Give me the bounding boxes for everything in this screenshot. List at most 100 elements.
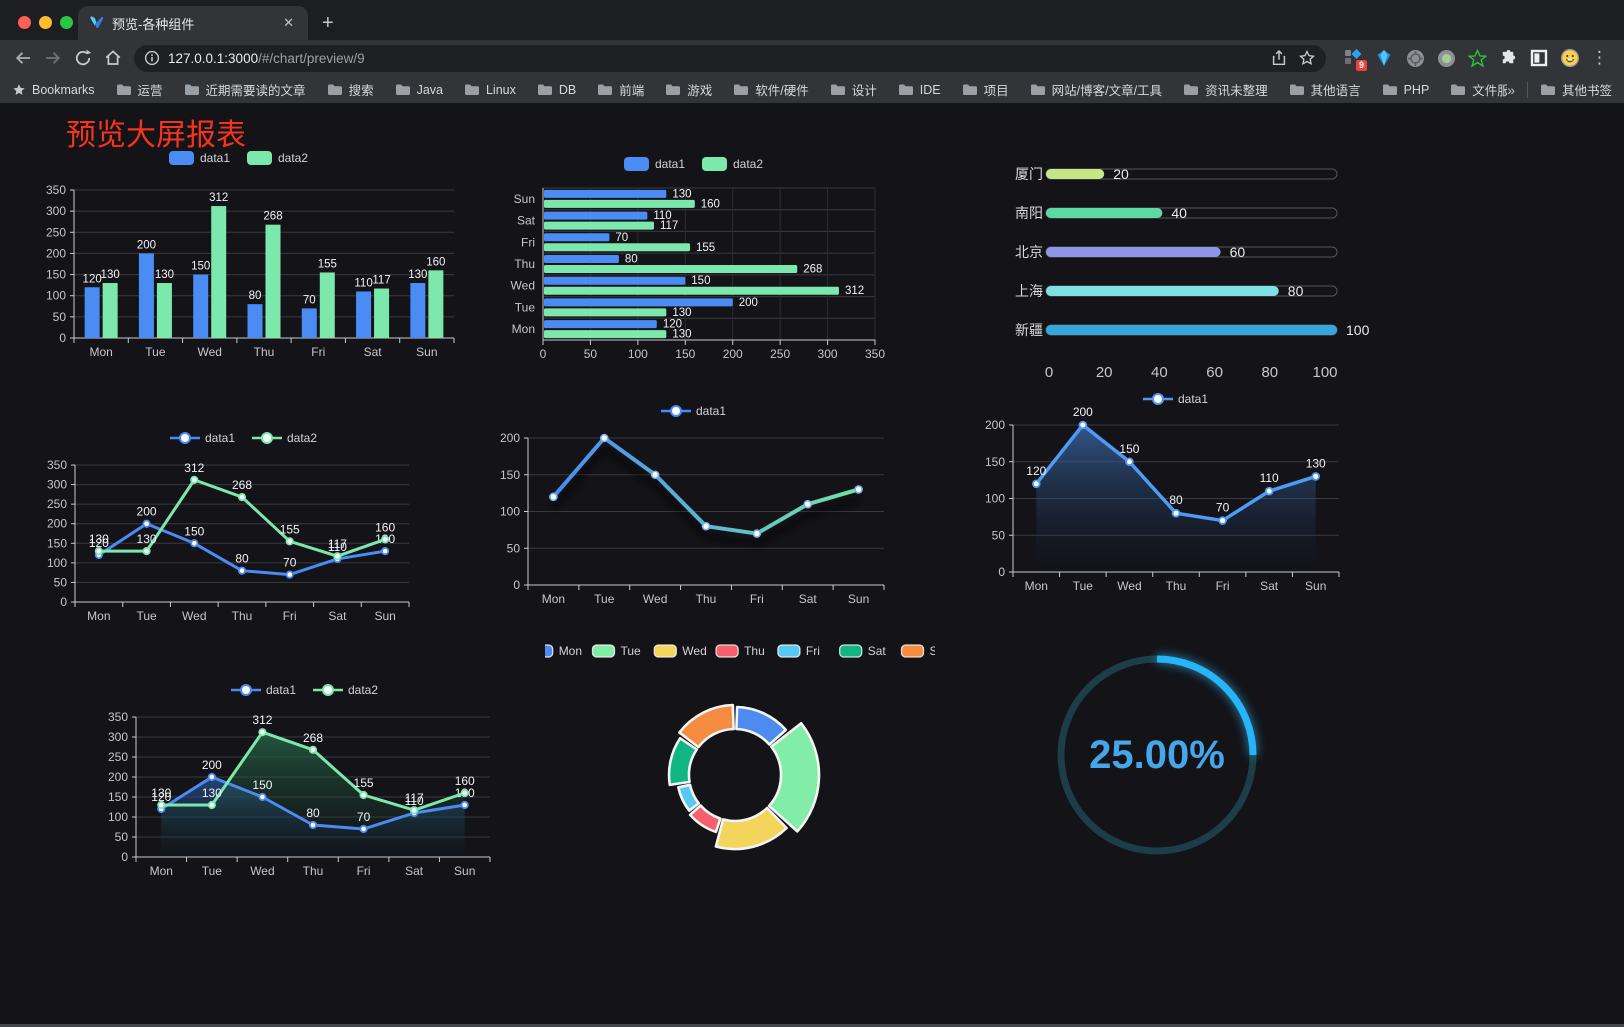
bookmark-folder-item[interactable]: 运营	[116, 80, 163, 99]
svg-text:data1: data1	[655, 157, 685, 171]
svg-text:150: 150	[691, 275, 710, 287]
back-button[interactable]	[8, 44, 38, 72]
svg-text:160: 160	[426, 256, 445, 268]
svg-text:130: 130	[672, 188, 691, 200]
chart-canvas: 厦门 20 南阳 40 北京 60 上海 80 新疆 100 0 20 40 60 80 100	[1015, 166, 1370, 381]
svg-text:150: 150	[252, 778, 272, 792]
svg-text:Tue: Tue	[515, 300, 536, 314]
svg-text:200: 200	[202, 758, 222, 772]
svg-text:312: 312	[209, 192, 228, 204]
chart-horizontal-bar[interactable]: 0 50 100 150 200 250 300 350 Sun 130 160 Sat 110 117 F…	[503, 150, 887, 370]
svg-text:150: 150	[191, 261, 210, 273]
bookmark-folder-item[interactable]: 游戏	[665, 80, 712, 99]
chart-rose-pie[interactable]: Mon Tue Wed Thu Fri Sat Sun	[530, 635, 951, 905]
bookmark-folder-item[interactable]: 近期需要读的文章	[184, 80, 306, 99]
browser-tab[interactable]: 预览-各种组件 ✕	[78, 6, 308, 40]
svg-text:Sun: Sun	[374, 609, 395, 623]
svg-text:0: 0	[513, 578, 520, 592]
bookmark-folder-item[interactable]: 搜索	[327, 80, 374, 99]
dark-mode-extension-icon[interactable]	[1528, 47, 1550, 69]
svg-text:data1: data1	[205, 431, 235, 445]
bookmark-folder-item[interactable]: 设计	[830, 80, 877, 99]
bookmarks-overflow-chevron[interactable]: »	[1507, 81, 1515, 98]
chart-gradient-line[interactable]: 0 50 100 150 200 Mon Tue Wed Thu Fri Sat Sun data1	[490, 400, 900, 615]
forward-button[interactable]	[38, 44, 68, 72]
chart-grouped-bar[interactable]: 0 50 100 150 200 250 300 350 Mon Tue Wed Thu Fri Sat S…	[40, 140, 460, 372]
close-window-button[interactable]	[18, 16, 31, 29]
bookmark-folder-item[interactable]: 文件服务器	[1450, 80, 1507, 99]
green-dot-extension-icon[interactable]	[1435, 47, 1457, 69]
other-bookmarks-folder[interactable]: 其他书签	[1540, 80, 1612, 99]
svg-text:Thu: Thu	[254, 345, 275, 359]
bookmark-folder-item[interactable]: 网站/博客/文章/工具	[1030, 80, 1162, 99]
svg-text:350: 350	[47, 458, 67, 472]
bookmark-folder-item[interactable]: 其他语言	[1289, 80, 1361, 99]
tab-close-icon[interactable]: ✕	[283, 15, 294, 30]
half-square-icon	[1530, 49, 1548, 67]
svg-text:150: 150	[985, 455, 1005, 469]
svg-text:117: 117	[405, 791, 424, 805]
svg-text:300: 300	[108, 730, 128, 744]
new-tab-button[interactable]: +	[322, 12, 334, 34]
svg-text:Tue: Tue	[145, 345, 166, 359]
tab-favicon-icon	[88, 14, 104, 33]
svg-text:Fri: Fri	[357, 864, 371, 878]
bookmark-star-icon[interactable]	[1298, 49, 1316, 67]
svg-text:300: 300	[46, 204, 66, 218]
extensions-puzzle-icon[interactable]	[1497, 47, 1519, 69]
bookmark-folder-item[interactable]: IDE	[898, 83, 941, 97]
emoji-extension-icon[interactable]	[1559, 47, 1581, 69]
home-button[interactable]	[98, 44, 128, 72]
bookmark-folder-item[interactable]: 软件/硬件	[733, 80, 809, 99]
extension-badge: 9	[1355, 60, 1367, 71]
bookmark-folder-item[interactable]: DB	[537, 83, 576, 97]
chart-gauge-ring[interactable]: 25.00%	[1045, 640, 1275, 875]
bookmark-folder-item[interactable]: Java	[395, 83, 443, 97]
bookmarks-root-item[interactable]: Bookmarks	[12, 83, 95, 97]
chart-area-line[interactable]: 0 50 100 150 200 Mon Tue Wed Thu Fri Sat Sun data1 12…	[985, 390, 1370, 605]
svg-text:60: 60	[1206, 364, 1223, 381]
bookmark-folder-item[interactable]: PHP	[1382, 83, 1429, 97]
address-bar[interactable]: 127.0.0.1:3000/#/chart/preview/9	[134, 44, 1326, 72]
grid-squares-icon	[1345, 49, 1362, 64]
svg-text:100: 100	[1312, 364, 1337, 381]
svg-text:110: 110	[354, 277, 372, 289]
minimize-window-button[interactable]	[39, 16, 52, 29]
share-icon[interactable]	[1270, 49, 1288, 67]
gem-extension-icon[interactable]	[1373, 47, 1395, 69]
svg-text:data2: data2	[278, 151, 308, 165]
svg-text:130: 130	[1306, 456, 1326, 470]
reload-button[interactable]	[68, 44, 98, 72]
bookmark-folder-item[interactable]: 前端	[597, 80, 644, 99]
svg-text:150: 150	[500, 468, 520, 482]
grey-circle-extension-icon[interactable]	[1404, 47, 1426, 69]
proxy-switch-extension-icon[interactable]: 9	[1342, 47, 1367, 71]
chart-progress-bars[interactable]: 厦门 20 南阳 40 北京 60 上海 80 新疆 100 0 20 40 60 80 100	[1000, 155, 1370, 390]
chart-canvas: 0 50 100 150 200 250 300 350 Mon Tue Wed Thu Fri Sat S…	[108, 683, 491, 878]
fullscreen-window-button[interactable]	[60, 16, 73, 29]
chart-multi-line[interactable]: 0 50 100 150 200 250 300 350 Mon Tue Wed Thu Fri Sat S…	[45, 425, 465, 645]
green-star-extension-icon[interactable]	[1466, 47, 1488, 69]
svg-text:130: 130	[155, 269, 174, 281]
svg-text:Sun: Sun	[930, 644, 936, 658]
svg-text:160: 160	[455, 774, 475, 788]
bookmark-folder-item[interactable]: 资讯未整理	[1183, 80, 1268, 99]
svg-text:312: 312	[845, 285, 864, 297]
page-info-icon[interactable]	[144, 50, 160, 66]
svg-text:Thu: Thu	[744, 644, 765, 658]
svg-text:20: 20	[1096, 364, 1113, 381]
bookmark-folder-item[interactable]: 项目	[962, 80, 1009, 99]
puzzle-icon	[1502, 49, 1515, 63]
svg-text:268: 268	[232, 478, 252, 492]
svg-text:data1: data1	[266, 683, 296, 697]
bookmark-folder-item[interactable]: Linux	[464, 83, 516, 97]
svg-text:50: 50	[53, 310, 67, 324]
chart-multi-area[interactable]: 0 50 100 150 200 250 300 350 Mon Tue Wed Thu Fri Sat S…	[100, 675, 512, 915]
svg-text:40: 40	[1171, 205, 1187, 221]
svg-text:80: 80	[306, 806, 320, 820]
svg-text:0: 0	[1045, 364, 1053, 381]
browser-menu-button[interactable]: ⋮	[1591, 48, 1608, 67]
folder-icon	[830, 84, 845, 95]
svg-text:150: 150	[47, 536, 67, 550]
svg-text:80: 80	[1169, 493, 1183, 507]
